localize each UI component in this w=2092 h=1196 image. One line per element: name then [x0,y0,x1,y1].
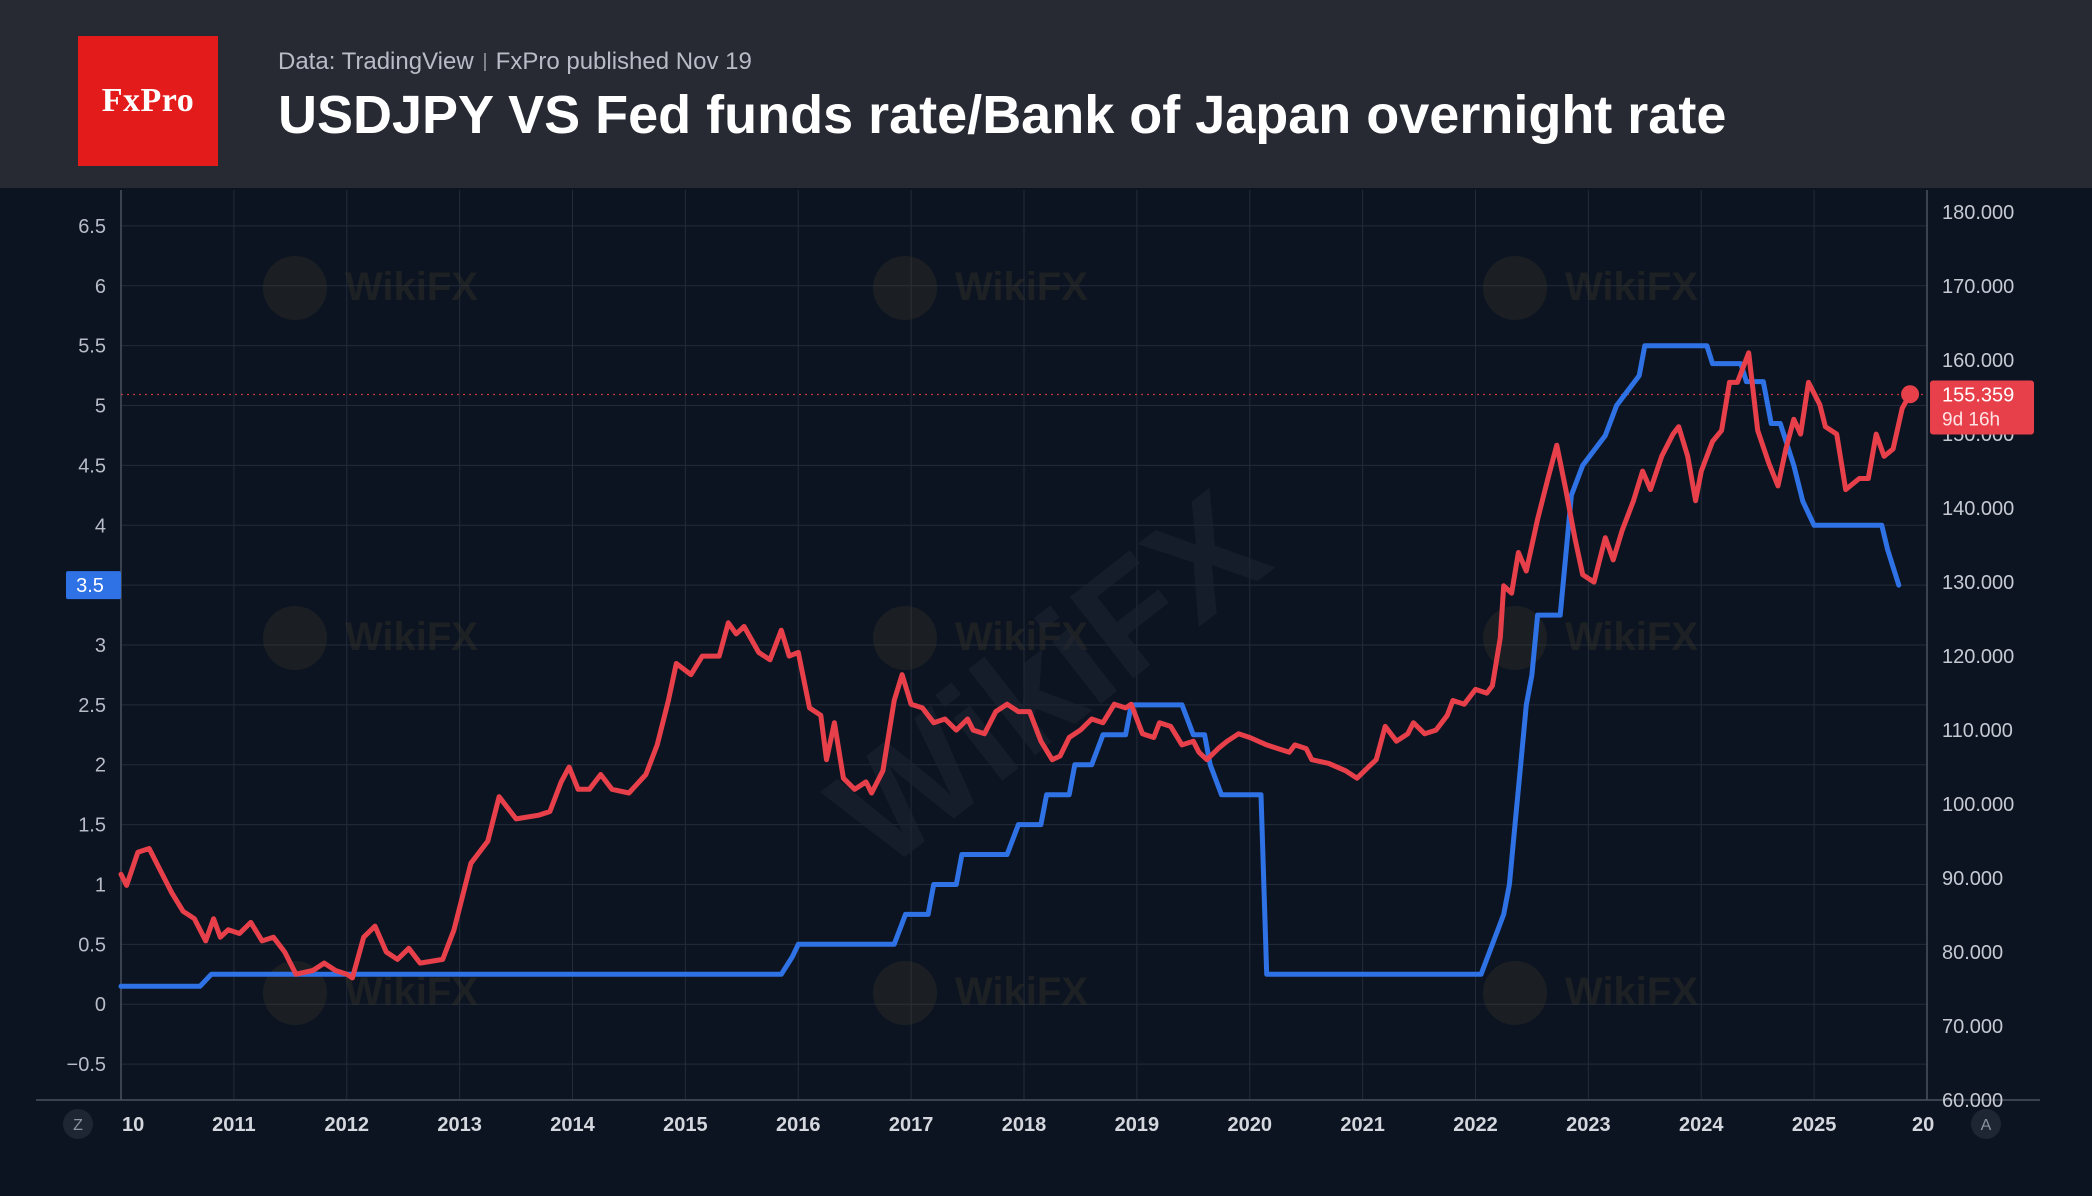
x-axis-tick-label: 2015 [663,1114,708,1136]
right-axis-tick-label: 70.000 [1942,1016,2003,1038]
header-bar: FxPro Data: TradingView FxPro published … [0,0,2092,188]
right-axis-tick-label: 100.000 [1942,794,2014,816]
x-axis-tick-label: 2019 [1115,1114,1160,1136]
watermark-text: WikiFX [1565,615,1698,659]
watermark-logo-icon [1483,256,1547,320]
right-axis-tick-label: 90.000 [1942,868,2003,890]
left-axis-tick-label: 4 [95,515,106,537]
left-axis-tick-label: 1.5 [78,815,106,837]
watermark-logo-icon [263,961,327,1025]
watermark-text: WikiFX [345,615,478,659]
left-axis-tick-label: 6.5 [78,216,106,238]
left-axis-tick-label: 2.5 [78,695,106,717]
x-axis-tick-label: 2017 [889,1114,934,1136]
left-current-badge-label: 3.5 [76,575,104,597]
right-axis-tick-label: 120.000 [1942,646,2014,668]
watermark-logo-icon [263,256,327,320]
watermark-text: WikiFX [955,970,1088,1014]
right-axis-tick-label: 80.000 [1942,942,2003,964]
right-axis-tick-label: 170.000 [1942,276,2014,298]
fxpro-logo: FxPro [78,36,218,166]
zoom-reset-button[interactable] [63,1109,93,1139]
x-axis-tick-label: 10 [122,1114,144,1136]
x-axis-tick-label: 2012 [325,1114,370,1136]
zoom-reset-label: Z [73,1117,83,1134]
published-date: FxPro published Nov 19 [495,48,752,75]
left-axis-tick-label: 5.5 [78,336,106,358]
watermark-text: WikiFX [345,970,478,1014]
x-axis-tick-label: 2024 [1679,1114,1724,1136]
right-axis-tick-label: 60.000 [1942,1090,2003,1112]
watermark-logo-icon [263,606,327,670]
x-axis-tick-label: 2023 [1566,1114,1611,1136]
x-axis-tick-label: 2020 [1228,1114,1273,1136]
auto-scale-button[interactable] [1971,1109,2001,1139]
x-axis-tick-label: 2013 [437,1114,482,1136]
watermark-text: WikiFX [1565,970,1698,1014]
x-axis-tick-label: 2021 [1340,1114,1385,1136]
right-axis-tick-label: 130.000 [1942,572,2014,594]
x-axis-tick-label: 2011 [212,1114,255,1136]
usdjpy-line [118,350,1913,981]
left-axis-tick-label: 3 [95,635,106,657]
watermark-logo-icon [873,606,937,670]
right-axis-tick-label: 160.000 [1942,350,2014,372]
right-current-badge [1930,380,2034,435]
chart-title: USDJPY VS Fed funds rate/Bank of Japan o… [278,85,1727,145]
right-axis-tick-label: 110.000 [1942,720,2013,742]
watermark-text: WikiFX [345,265,478,309]
separator [483,53,486,71]
right-axis-tick-label: 180.000 [1942,202,2014,224]
left-current-badge [66,571,121,600]
left-axis-tick-label: 4.5 [78,455,106,477]
left-axis-tick-label: 1 [95,874,106,896]
usdjpy-last-point [1901,385,1920,404]
watermark-text: WikiFX [955,615,1088,659]
watermark-logo-icon [873,961,937,1025]
x-axis-tick-label: 2022 [1453,1114,1498,1136]
x-axis-tick-label: 20 [1912,1114,1934,1136]
watermark-logo-icon [873,256,937,320]
source-line: Data: TradingView FxPro published Nov 19 [278,48,752,76]
left-axis-tick-label: 6 [95,276,106,298]
auto-scale-label: A [1981,1117,1992,1134]
x-axis-tick-label: 2018 [1002,1114,1047,1136]
right-axis-tick-label: 140.000 [1942,498,2014,520]
left-axis-tick-label: 2 [95,755,106,777]
left-axis-tick-label: 0 [95,994,106,1016]
watermark-text: WikiFX [955,265,1088,309]
right-current-badge-price: 155.359 [1942,384,2014,406]
chart-background [0,188,2092,1196]
x-axis-tick-label: 2025 [1792,1114,1837,1136]
x-axis-tick-label: 2014 [550,1114,595,1136]
data-source: Data: TradingView [278,48,474,75]
left-axis-tick-label: −0.5 [67,1054,106,1076]
right-current-badge-countdown: 9d 16h [1942,409,2000,430]
left-axis-tick-label: 5 [95,396,106,418]
watermark-logo-icon [1483,961,1547,1025]
x-axis-tick-label: 2016 [776,1114,821,1136]
left-axis-tick-label: 0.5 [78,934,106,956]
watermark-text: WikiFX [1565,265,1698,309]
